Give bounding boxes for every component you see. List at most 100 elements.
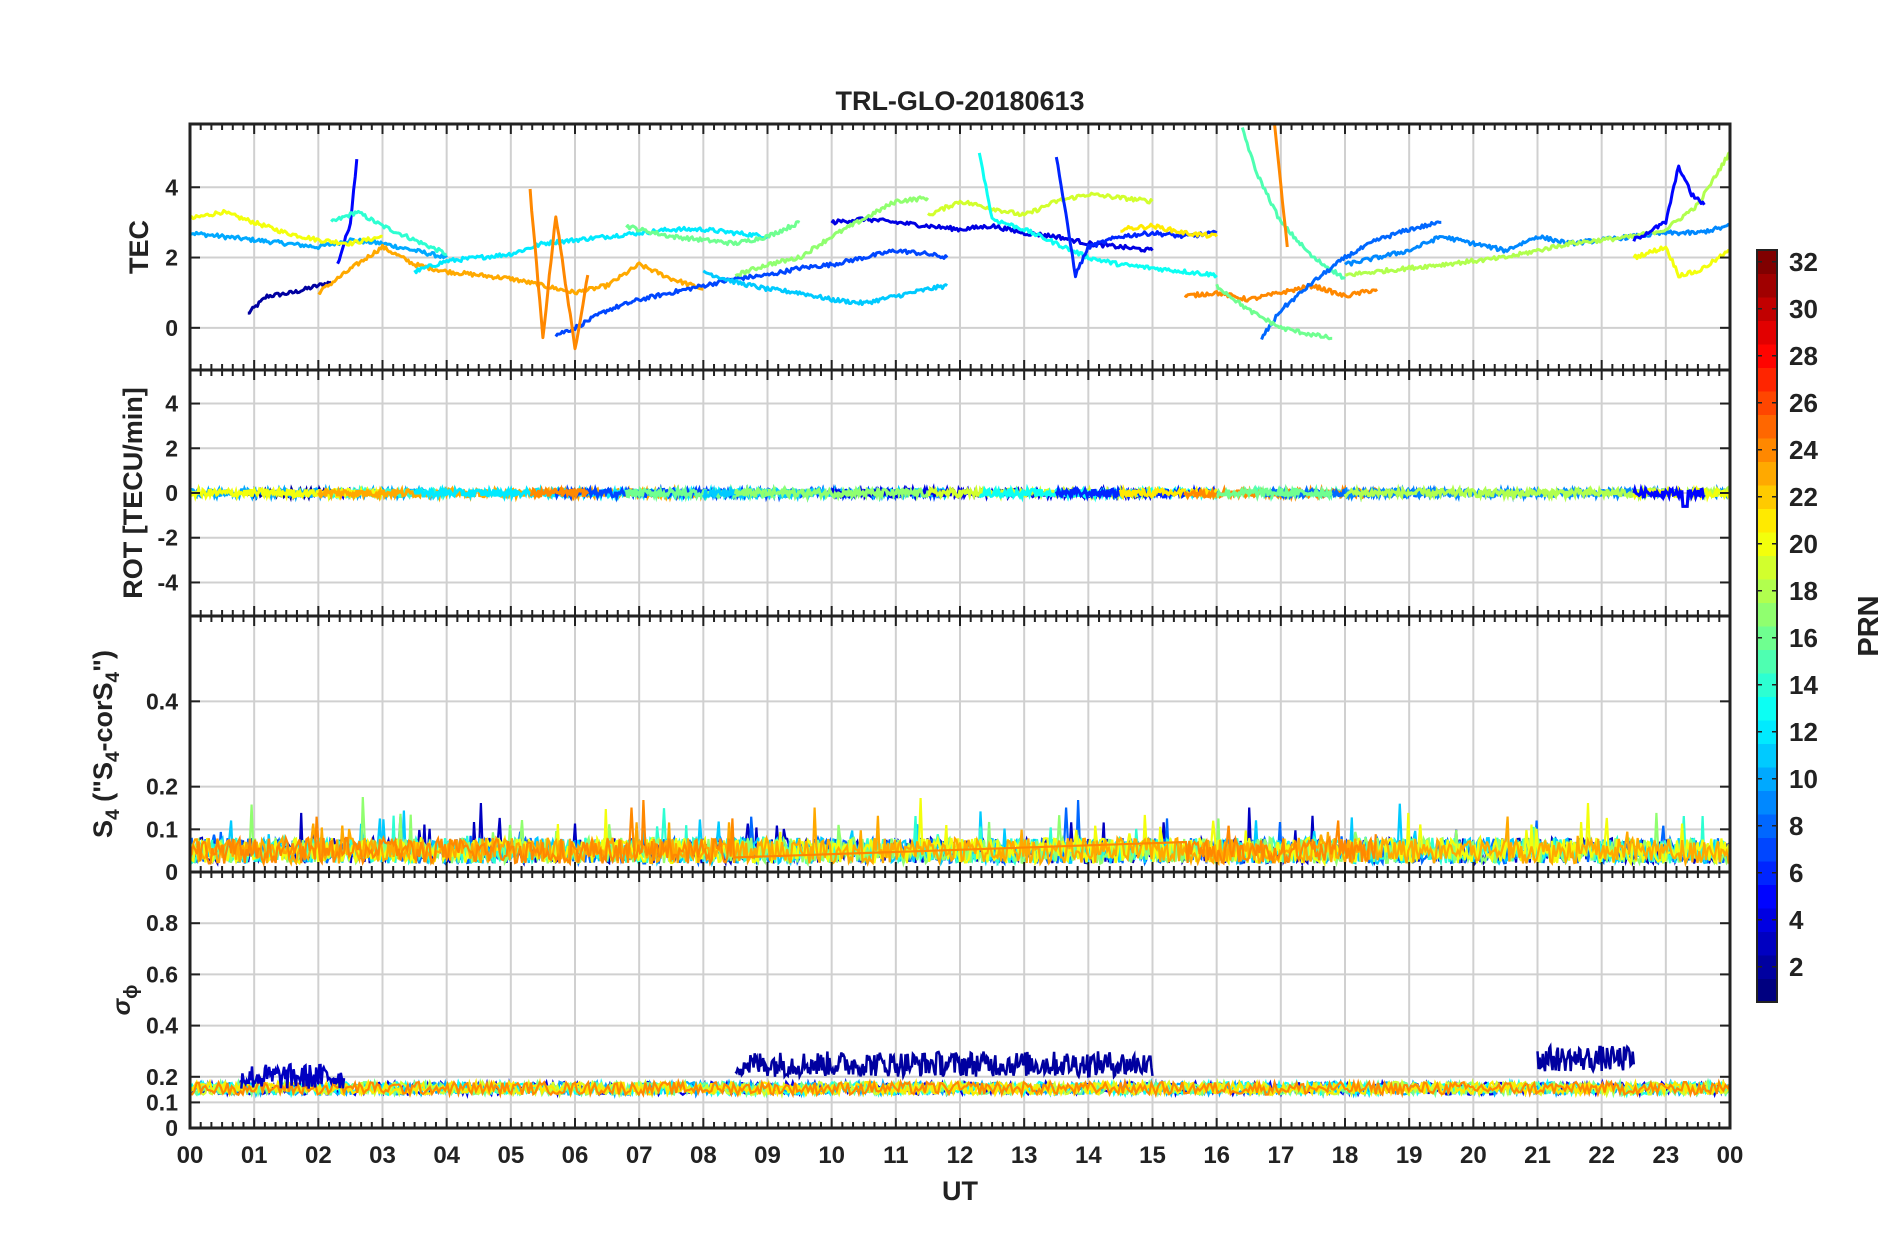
rot-series-line [1216,483,1333,502]
x-tick-label: 00 [177,1142,204,1169]
tec-series-line [1632,245,1730,279]
colorbar-band [1757,931,1777,956]
sigma-elevated-line [734,1050,1154,1081]
x-tick-label: 05 [497,1142,524,1169]
colorbar-band [1757,367,1777,392]
y-tick-label: 4 [165,174,178,200]
x-tick-label: 14 [1075,1142,1102,1169]
colorbar-tick-label: 16 [1789,623,1818,653]
colorbar-band [1757,673,1777,697]
x-tick-label: 03 [369,1142,396,1169]
y-tick-label: -2 [158,525,178,551]
tec-series-line [190,230,448,260]
colorbar-band [1757,602,1777,627]
tec-series-line [702,269,949,306]
x-tick-label: 22 [1588,1142,1615,1169]
y-axis-label: TEC [124,220,154,274]
tec-series-line [1120,222,1218,239]
y-tick-label: -4 [158,569,179,595]
y-tick-label: 0.4 [146,688,178,714]
colorbar-tick-label: 18 [1789,576,1818,606]
colorbar-band [1757,955,1777,979]
x-tick-label: 19 [1396,1142,1423,1169]
y-tick-label: 0.1 [146,816,178,842]
tec-series-line [1273,124,1289,248]
tec-series-line [413,225,769,275]
colorbar-tick-label: 26 [1789,388,1818,418]
x-tick-label: 04 [433,1142,460,1169]
rot-series-line [733,484,930,503]
x-tick-label: 12 [947,1142,974,1169]
colorbar-band [1757,790,1777,815]
rot-series-line [1632,483,1706,508]
colorbar-band [1757,837,1777,862]
sigma-elevated-line [240,1062,346,1089]
colorbar-frame [1756,249,1778,1003]
tec-series-line [1260,220,1442,341]
y-tick-label: 2 [165,245,178,271]
y-tick-label: 0 [165,480,178,506]
y-tick-label: 0.2 [146,1064,178,1090]
colorbar-band [1757,978,1777,1003]
colorbar-band [1757,273,1777,298]
x-tick-label: 02 [305,1142,332,1169]
y-axis-label: ROT [TECU/min] [118,387,148,598]
x-tick-label: 11 [883,1142,908,1169]
y-tick-label: 0.6 [146,961,178,987]
x-tick-label: 09 [754,1142,781,1169]
x-tick-label: 06 [562,1142,589,1169]
colorbar-band [1757,767,1777,791]
panel-ROT-series-group [190,483,1730,508]
tec-series-line [1240,127,1346,280]
y-axis-label: S4 ("S4-corS4") [88,650,124,838]
colorbar-tick-label: 32 [1789,247,1818,277]
y-tick-label: 0.2 [146,774,178,800]
colorbar-band [1757,555,1777,580]
panel-TEC-series-group [190,124,1730,351]
x-tick-label: 17 [1267,1142,1294,1169]
x-tick-label: 23 [1652,1142,1679,1169]
x-tick-label: 20 [1460,1142,1487,1169]
tec-series-line [625,220,801,247]
tec-series-line [1632,164,1706,242]
x-tick-label: 08 [690,1142,717,1169]
tec-series-line [1183,282,1379,303]
x-tick-label: 21 [1524,1142,1551,1169]
tec-series-line [554,248,949,338]
colorbar-band [1757,344,1777,368]
x-tick-label: 13 [1011,1142,1038,1169]
x-tick-label: 18 [1332,1142,1359,1169]
colorbar-tick-label: 20 [1789,529,1818,559]
colorbar-band [1757,297,1777,321]
tec-series-line [190,208,383,247]
colorbar-band [1757,861,1777,885]
panel-sigma_phi-series-group [190,1042,1730,1099]
tec-series-line [1215,283,1333,341]
colorbar-band [1757,649,1777,674]
colorbar-band [1757,720,1777,744]
colorbar-band [1757,884,1777,909]
sigma-series-line [190,1077,1730,1099]
tec-series-line [1344,151,1730,278]
chart-title: TRL-GLO-20180613 [835,86,1084,116]
colorbar-tick-label: 10 [1789,764,1818,794]
tec-series-line [1344,222,1730,267]
colorbar-tick-label: 4 [1789,905,1804,935]
colorbar-tick-label: 8 [1789,811,1803,841]
colorbar-tick-label: 6 [1789,858,1803,888]
tec-series-line [336,158,359,265]
x-axis-label: UT [942,1176,978,1206]
y-tick-label: 4 [165,391,178,417]
colorbar-band [1757,908,1777,932]
y-tick-label: 2 [165,435,178,461]
colorbar-tick-label: 28 [1789,341,1818,371]
colorbar-band [1757,626,1777,650]
colorbar-tick-label: 12 [1789,717,1818,747]
colorbar-band [1757,696,1777,721]
colorbar-band [1757,485,1777,509]
x-tick-label: 16 [1203,1142,1230,1169]
